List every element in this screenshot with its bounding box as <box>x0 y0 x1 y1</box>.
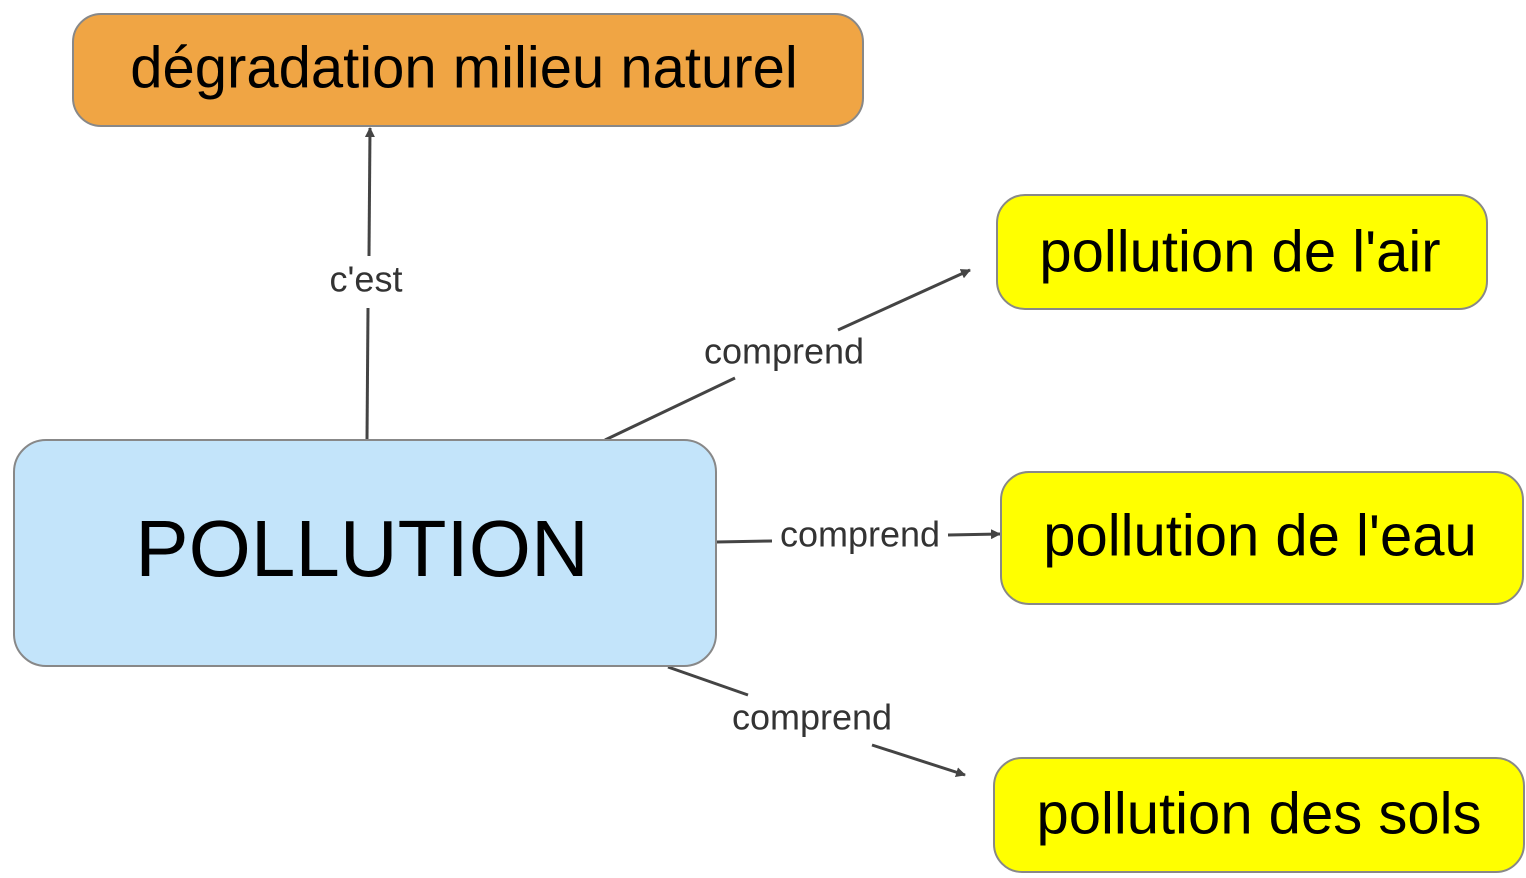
edge-label: comprend <box>732 697 892 738</box>
nodes: dégradation milieu naturel POLLUTION pol… <box>13 13 1525 873</box>
edge-label: comprend <box>704 331 864 372</box>
node-label: pollution des sols <box>1037 781 1482 846</box>
node-box <box>72 13 864 127</box>
node-box <box>996 194 1488 310</box>
node-box <box>993 757 1525 873</box>
edge-line <box>667 665 749 697</box>
node-box <box>13 439 717 667</box>
edge-line <box>604 376 736 442</box>
edge-line <box>947 529 1001 540</box>
edge-labels: c'est comprend comprend comprend <box>330 259 941 738</box>
node-label: pollution de l'air <box>1039 219 1440 284</box>
edge-line <box>715 539 773 544</box>
edge-line <box>871 743 966 777</box>
edge-line <box>364 127 375 257</box>
node-box <box>1000 471 1524 605</box>
edge-line <box>837 268 971 332</box>
edge-line <box>365 307 370 441</box>
node-label: pollution de l'eau <box>1043 503 1477 568</box>
node-label: dégradation milieu naturel <box>130 35 797 100</box>
edges <box>364 127 1001 777</box>
edge-label: c'est <box>330 259 403 300</box>
node-label: POLLUTION <box>135 504 588 593</box>
edge-label: comprend <box>780 514 940 555</box>
